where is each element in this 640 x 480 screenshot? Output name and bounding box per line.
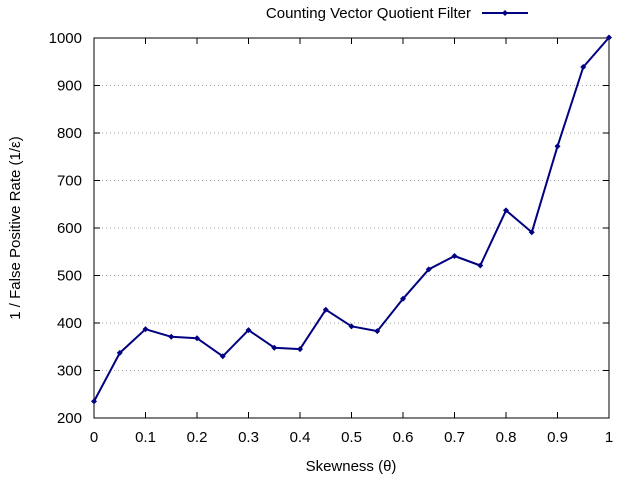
y-tick-label: 1000	[49, 30, 82, 47]
y-tick-label: 400	[57, 315, 82, 332]
data-point	[580, 63, 587, 70]
data-point	[554, 143, 561, 150]
y-tick-label: 800	[57, 125, 82, 142]
x-tick-label: 0.2	[187, 429, 208, 446]
data-point	[348, 323, 355, 330]
x-tick-label: 0	[90, 429, 98, 446]
data-point	[271, 344, 278, 351]
y-tick-label: 700	[57, 173, 82, 190]
x-tick-label: 0.8	[496, 429, 517, 446]
x-tick-label: 0.6	[393, 429, 414, 446]
series-line	[93, 36, 610, 402]
y-tick-label: 900	[57, 78, 82, 95]
x-tick-label: 0.3	[238, 429, 259, 446]
y-tick-label: 600	[57, 220, 82, 237]
data-point	[606, 34, 612, 41]
x-tick-label: 0.5	[341, 429, 362, 446]
axis-ticks: 200 300 400 500 600 700 800 900 1000 0 0.1 0.2 0.3 0.…	[49, 30, 614, 446]
legend: Counting Vector Quotient Filter	[266, 5, 528, 22]
series-layer	[91, 34, 612, 405]
data-point	[477, 262, 484, 269]
data-point	[374, 328, 381, 335]
legend-marker	[502, 10, 508, 16]
y-tick-label: 300	[57, 363, 82, 380]
data-point	[194, 335, 200, 342]
x-tick-label: 1	[605, 429, 613, 446]
data-point	[451, 253, 458, 260]
data-point	[297, 346, 303, 353]
data-point	[322, 306, 329, 313]
legend-label: Counting Vector Quotient Filter	[266, 5, 471, 22]
data-point	[91, 398, 97, 405]
y-axis-label: 1 / False Positive Rate (1/ε)	[7, 136, 24, 319]
data-point	[400, 295, 406, 302]
data-point	[245, 327, 252, 334]
y-tick-label: 200	[57, 410, 82, 427]
x-tick-label: 0.7	[444, 429, 465, 446]
data-point	[142, 326, 149, 333]
x-tick-label: 0.4	[290, 429, 311, 446]
data-point	[168, 333, 175, 340]
x-tick-label: 0.1	[135, 429, 156, 446]
x-axis-label: Skewness (θ)	[306, 458, 397, 475]
plot-frame	[93, 37, 610, 419]
data-point	[219, 353, 226, 360]
y-tick-label: 500	[57, 268, 82, 285]
data-point	[116, 349, 123, 356]
x-tick-label: 0.9	[547, 429, 568, 446]
data-point	[503, 207, 509, 214]
data-point	[528, 229, 535, 236]
data-point	[425, 266, 432, 273]
